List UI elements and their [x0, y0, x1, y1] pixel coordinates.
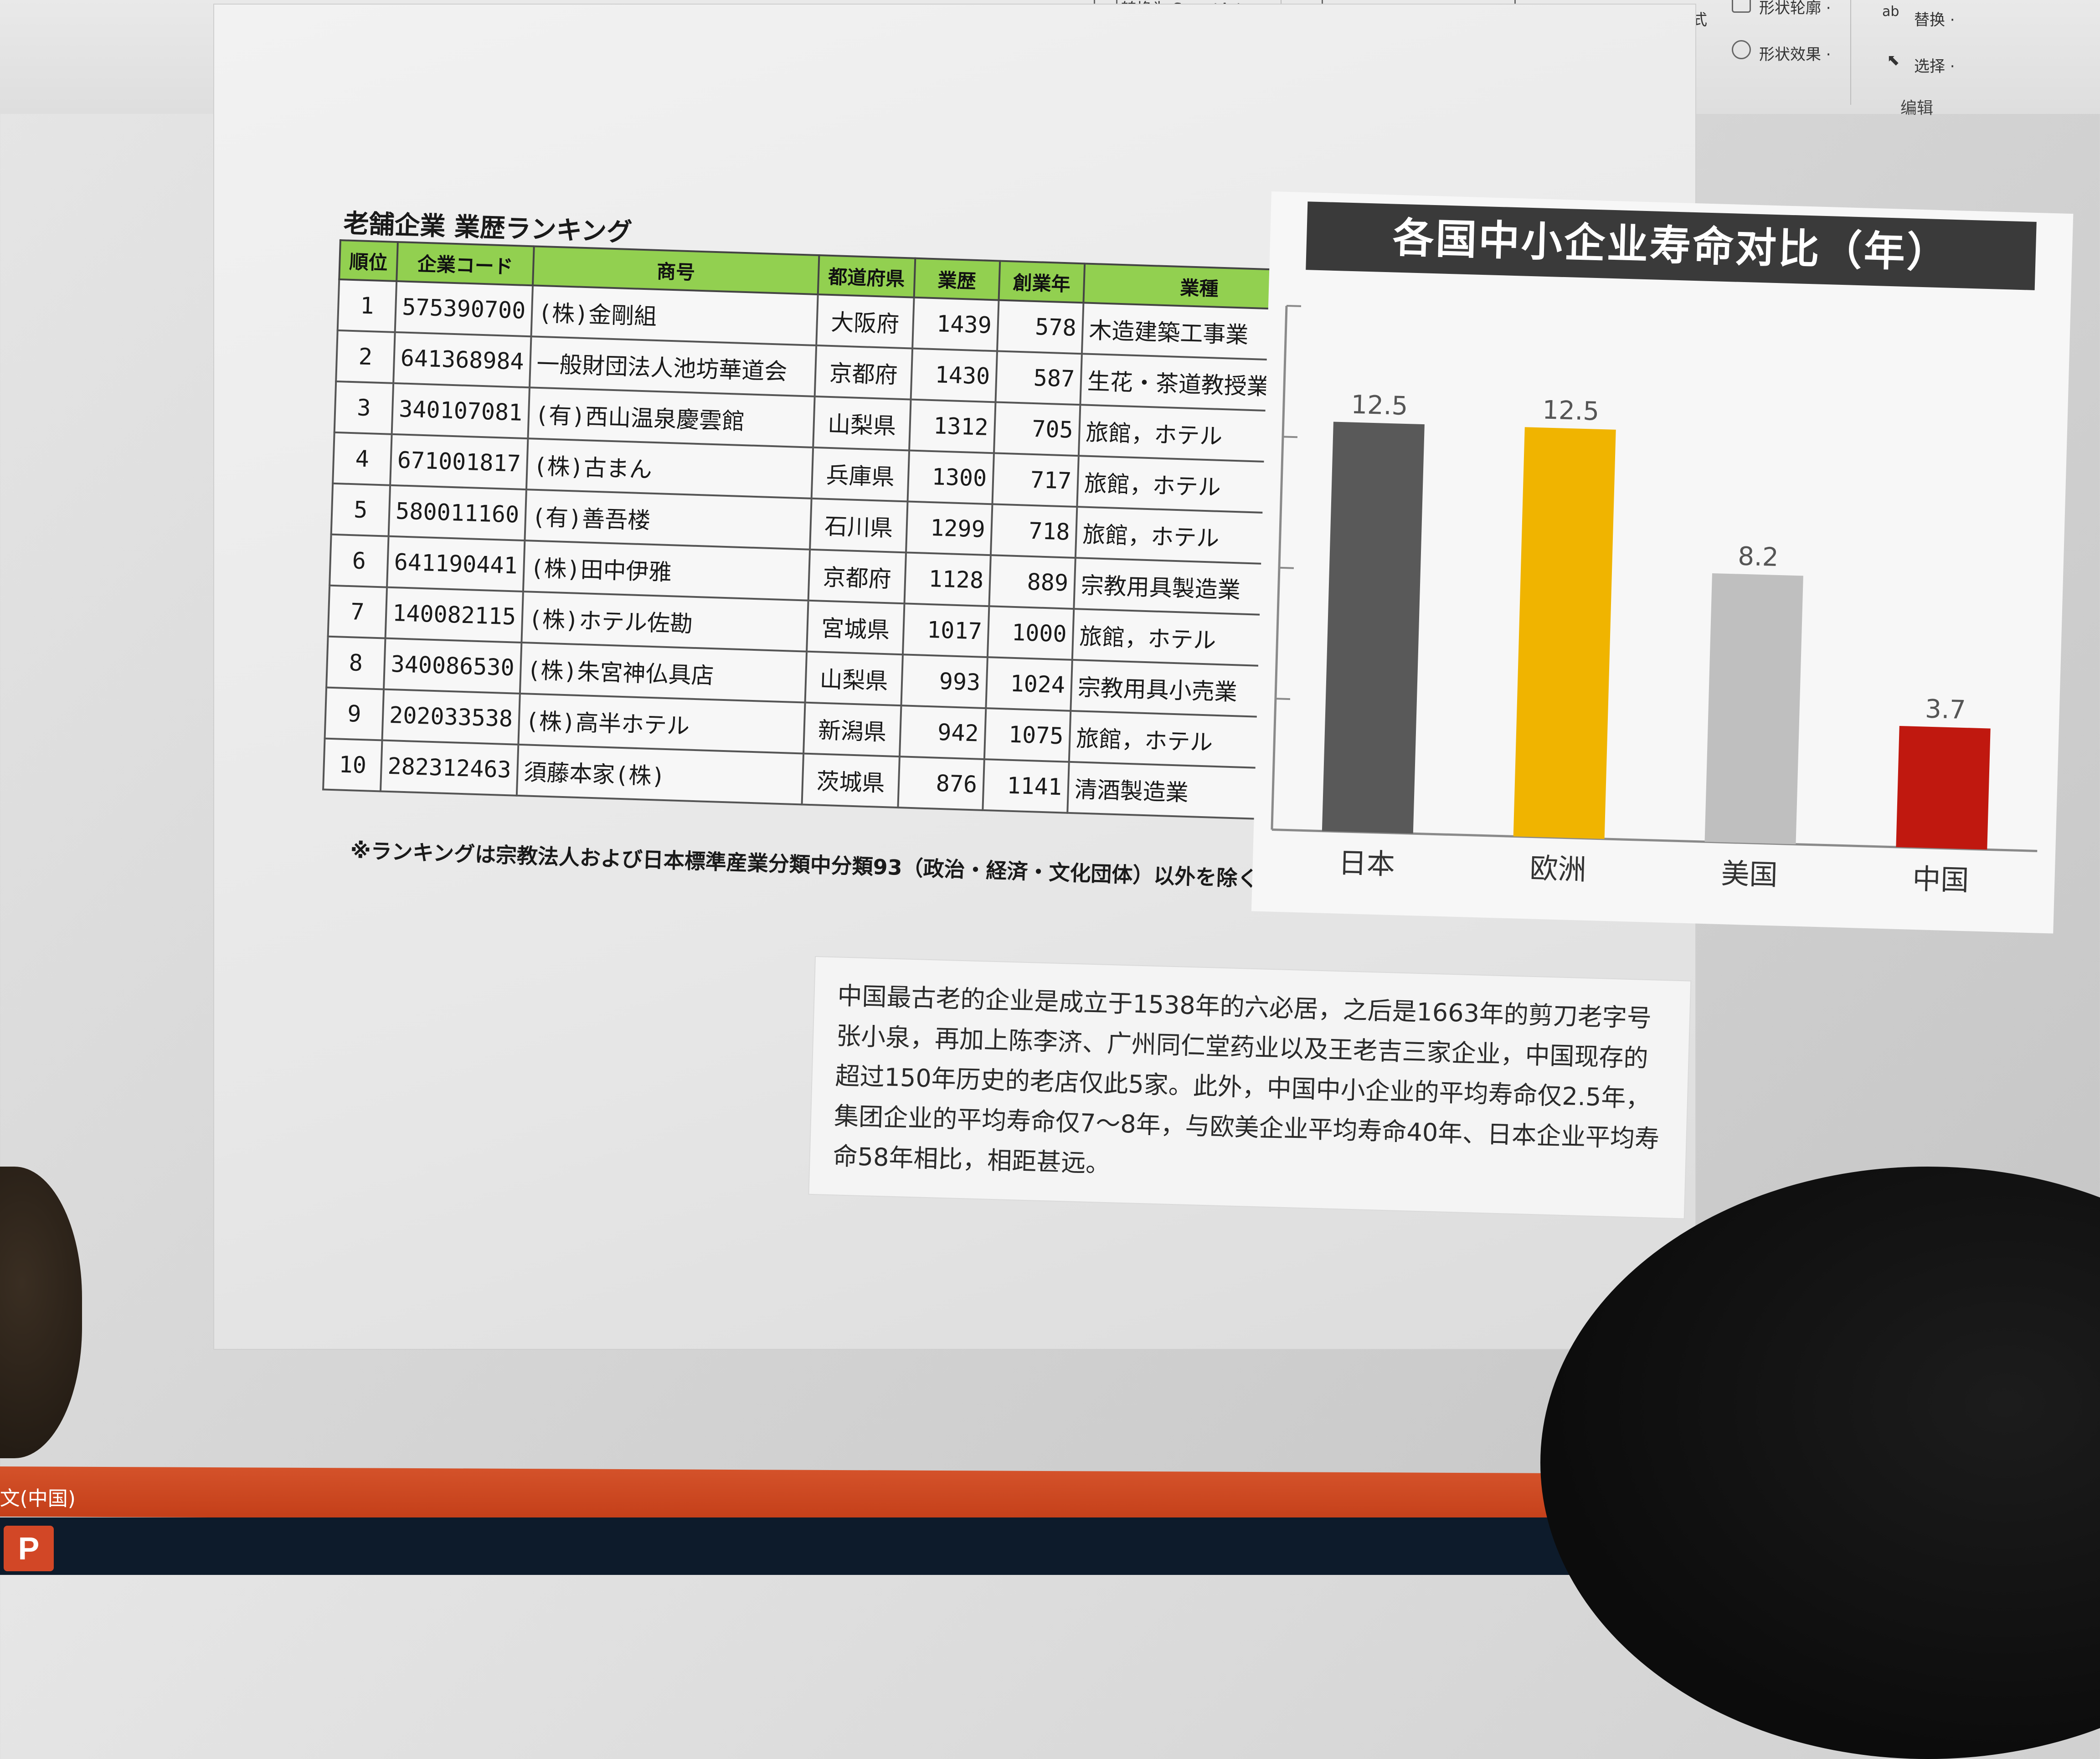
cell-founded: 578	[997, 300, 1084, 354]
header-history: 業歴	[914, 258, 1000, 300]
cell-rank: 5	[331, 483, 391, 536]
cell-prefecture: 石川県	[810, 498, 908, 553]
cell-rank: 6	[329, 534, 389, 587]
cell-history: 1017	[902, 603, 989, 658]
cell-rank: 7	[328, 585, 387, 638]
cell-founded: 1000	[987, 606, 1074, 660]
data-label-1: 12.5	[1351, 390, 1408, 421]
cell-rank: 3	[334, 381, 394, 434]
cell-history: 1128	[904, 552, 991, 607]
cell-founded: 587	[995, 351, 1082, 405]
cell-trade-name: (株)ホテル佐勘	[521, 591, 808, 652]
category-label-4: 中国	[1912, 862, 1969, 897]
cell-rank: 4	[333, 432, 392, 485]
cell-founded: 705	[993, 402, 1081, 456]
cell-rank: 10	[323, 738, 382, 792]
cell-prefecture: 山梨県	[813, 396, 911, 451]
y-axis-line	[1271, 305, 1288, 830]
cell-prefecture: 茨城県	[802, 753, 900, 808]
cell-history: 1312	[909, 399, 996, 453]
cell-prefecture: 宮城県	[807, 600, 905, 655]
cell-history: 876	[898, 756, 984, 810]
select-button[interactable]: 选择 ·	[1914, 57, 1955, 76]
cell-history: 1300	[907, 450, 994, 504]
cell-history: 993	[901, 654, 988, 709]
bar-1	[1322, 422, 1425, 834]
cell-company-code: 282312463	[380, 740, 519, 796]
cell-trade-name: (株)金剛組	[531, 285, 818, 345]
header-founded: 創業年	[999, 261, 1085, 303]
bar-3	[1704, 573, 1803, 844]
cell-founded: 717	[992, 453, 1079, 507]
chart-plot: 12.5 日本 12.5 欧洲 8.2 美国 3.7 中国	[1271, 305, 2038, 897]
cell-company-code: 671001817	[390, 434, 528, 490]
cell-history: 942	[899, 705, 986, 760]
replace-icon[interactable]: ab	[1882, 4, 1899, 20]
header-company-code: 企業コード	[396, 242, 534, 286]
cell-founded: 1141	[983, 759, 1069, 813]
audience-hand	[0, 1167, 82, 1458]
cell-prefecture: 京都府	[808, 549, 906, 604]
data-label-2: 12.5	[1542, 395, 1600, 426]
category-label-1: 日本	[1338, 846, 1395, 881]
cell-company-code: 641190441	[387, 536, 525, 592]
cell-history: 1439	[912, 297, 999, 351]
table-body: 1 575390700 (株)金剛組 大阪府 1439 578 木造建築工事業 2 641368…	[323, 279, 1314, 820]
cell-company-code: 340107081	[391, 383, 530, 439]
cell-prefecture: 京都府	[814, 345, 913, 400]
lifespan-chart[interactable]: 各国中小企业寿命对比（年） 12.5 日本 12.5 欧洲 8.2 美国 3.7 中国	[1251, 191, 2074, 934]
cell-founded: 1024	[986, 657, 1072, 711]
cell-trade-name: (有)善吾楼	[525, 489, 812, 550]
cell-company-code: 140082115	[385, 587, 523, 643]
shape-outline-icon[interactable]	[1732, 0, 1751, 13]
cell-founded: 718	[990, 504, 1077, 558]
cell-trade-name: (株)高半ホテル	[518, 693, 805, 754]
cell-company-code: 202033538	[382, 689, 520, 745]
cell-company-code: 580011160	[388, 485, 526, 541]
description-textbox[interactable]: 中国最古老的企业是成立于1538年的六必居，之后是1663年的剪刀老字号张小泉，…	[809, 957, 1691, 1219]
cell-trade-name: (株)田中伊雅	[523, 540, 810, 601]
header-prefecture: 都道府県	[818, 255, 916, 298]
cell-trade-name: (株)朱宮神仏具店	[520, 642, 807, 703]
cell-rank: 1	[337, 279, 397, 332]
cell-history: 1299	[906, 501, 993, 555]
bar-2	[1513, 427, 1616, 839]
description-text: 中国最古老的企业是成立于1538年的六必居，之后是1663年的剪刀老字号张小泉，…	[832, 981, 1660, 1178]
cell-trade-name: 一般財団法人池坊華道会	[529, 336, 817, 396]
shape-effects-button[interactable]: 形状效果 ·	[1759, 46, 1831, 64]
editing-group-label: 编辑	[1900, 99, 1934, 118]
cell-trade-name: (株)古まん	[526, 438, 813, 499]
cell-trade-name: 須藤本家(株)	[516, 744, 803, 805]
bar-4	[1896, 725, 1991, 850]
cell-rank: 9	[324, 687, 384, 741]
language-indicator[interactable]: 文(中国)	[0, 1486, 76, 1511]
cell-prefecture: 山梨県	[805, 651, 903, 706]
header-rank: 順位	[339, 240, 398, 281]
replace-button[interactable]: 替换 ·	[1914, 11, 1955, 29]
ribbon-separator	[1850, 0, 1851, 105]
cell-company-code: 340086530	[384, 638, 522, 694]
cell-company-code: 575390700	[395, 281, 533, 337]
data-label-3: 8.2	[1738, 542, 1779, 572]
cell-rank: 2	[336, 330, 395, 383]
data-label-4: 3.7	[1925, 694, 1966, 725]
cell-prefecture: 新潟県	[803, 702, 901, 757]
cell-trade-name: (有)西山温泉慶雲館	[528, 387, 815, 447]
powerpoint-app-icon[interactable]: P	[4, 1526, 54, 1571]
shape-outline-button[interactable]: 形状轮廓 ·	[1759, 0, 1831, 17]
cell-history: 1430	[911, 348, 997, 402]
cell-prefecture: 大阪府	[816, 294, 914, 349]
cell-founded: 1075	[984, 708, 1071, 762]
cell-prefecture: 兵庫県	[811, 447, 909, 502]
shape-effects-icon[interactable]	[1732, 40, 1751, 59]
cell-founded: 889	[989, 555, 1076, 609]
cell-company-code: 641368984	[393, 332, 531, 388]
category-label-3: 美国	[1721, 857, 1778, 891]
cursor-icon[interactable]: ⬉	[1887, 51, 1900, 69]
category-label-2: 欧洲	[1529, 851, 1587, 886]
ranking-table[interactable]: 順位 企業コード 商号 都道府県 業歴 創業年 業種 1 575390700 (株)…	[322, 239, 1316, 821]
cell-rank: 8	[326, 636, 386, 689]
